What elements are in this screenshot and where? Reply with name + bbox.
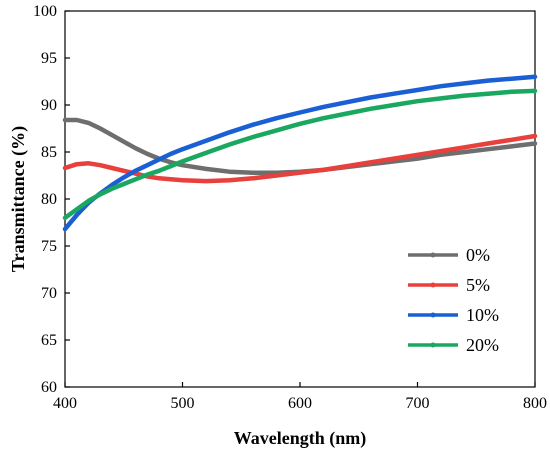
legend-label: 5%: [466, 275, 490, 295]
x-axis-title: Wavelength (nm): [234, 428, 367, 449]
legend-marker: [430, 312, 436, 318]
series-line-5pct: [62, 133, 538, 184]
x-tick-label: 700: [406, 395, 430, 412]
legend-label: 10%: [466, 305, 499, 325]
x-tick-label: 800: [523, 395, 547, 412]
y-tick-label: 80: [41, 191, 57, 208]
plot-area: 400 500 600 700 800 60 65 70 75 80 85 90 95 100: [33, 3, 547, 412]
plot-frame: [64, 10, 536, 388]
legend-marker: [430, 282, 436, 288]
x-tick-label: 500: [171, 395, 195, 412]
x-tick-label: 600: [288, 395, 312, 412]
series-lines: [62, 74, 538, 232]
legend: 0% 5% 10% 20%: [408, 245, 499, 355]
x-tick-label: 400: [53, 395, 77, 412]
series-line-20pct: [62, 88, 538, 221]
y-tick-label: 70: [41, 285, 57, 302]
y-tick-label: 75: [41, 238, 57, 255]
y-tick-label: 60: [41, 379, 57, 396]
y-axis: 60 65 70 75 80 85 90 95 100: [33, 3, 70, 396]
legend-label: 0%: [466, 245, 490, 265]
y-tick-label: 100: [33, 3, 57, 20]
y-tick-label: 90: [41, 97, 57, 114]
legend-marker: [430, 342, 436, 348]
series-line-10pct: [62, 74, 538, 232]
x-axis: 400 500 600 700 800: [53, 382, 547, 412]
y-tick-label: 65: [41, 332, 57, 349]
y-tick-label: 95: [41, 50, 57, 67]
y-tick-label: 85: [41, 144, 57, 161]
legend-label: 20%: [466, 335, 499, 355]
series-line-0pct: [62, 117, 538, 175]
y-axis-title: Transmittance (%): [8, 126, 29, 272]
legend-marker: [430, 252, 436, 258]
